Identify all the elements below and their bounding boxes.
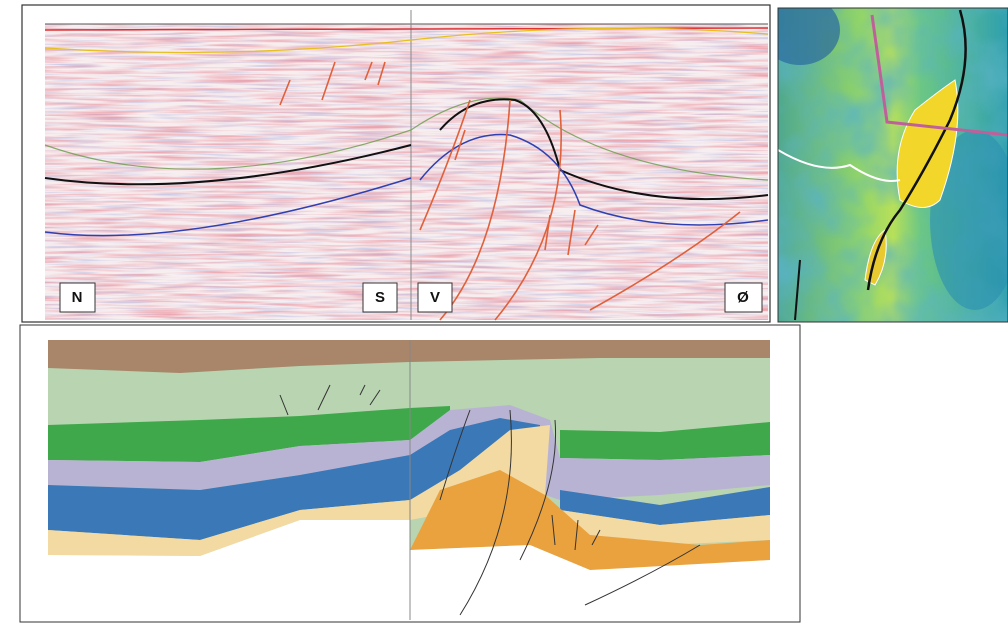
layer-green	[560, 422, 770, 460]
basement	[410, 545, 770, 620]
horizon	[44, 133, 769, 237]
layer-orange	[410, 470, 770, 570]
direction-label: S	[375, 289, 385, 306]
profile-line	[870, 14, 1008, 137]
fault	[794, 259, 801, 321]
channel	[778, 149, 901, 182]
map-frame	[777, 7, 1008, 323]
faults	[279, 384, 701, 616]
layer-lavender	[48, 405, 770, 500]
horizon	[44, 98, 769, 201]
map-panel	[778, 8, 1008, 322]
layer-tan	[560, 510, 770, 545]
layer-blue	[560, 487, 770, 525]
map-low	[778, 8, 840, 65]
layer-green	[48, 406, 450, 470]
faults	[279, 61, 741, 321]
fault	[866, 9, 967, 291]
direction-label: V	[430, 289, 440, 306]
seismic-noise	[45, 24, 768, 320]
direction-label: N	[72, 289, 83, 306]
basement	[48, 520, 410, 620]
map-high	[896, 79, 959, 208]
seismic-panel: N S V Ø	[21, 4, 771, 323]
layer-blue	[48, 418, 540, 540]
horizon	[44, 97, 769, 181]
direction-label: Ø	[737, 289, 749, 306]
label-boxes	[59, 282, 763, 313]
map-low	[930, 130, 1008, 310]
layer-brown	[48, 340, 770, 373]
interpretation-panel	[19, 324, 801, 623]
horizon	[44, 27, 769, 54]
